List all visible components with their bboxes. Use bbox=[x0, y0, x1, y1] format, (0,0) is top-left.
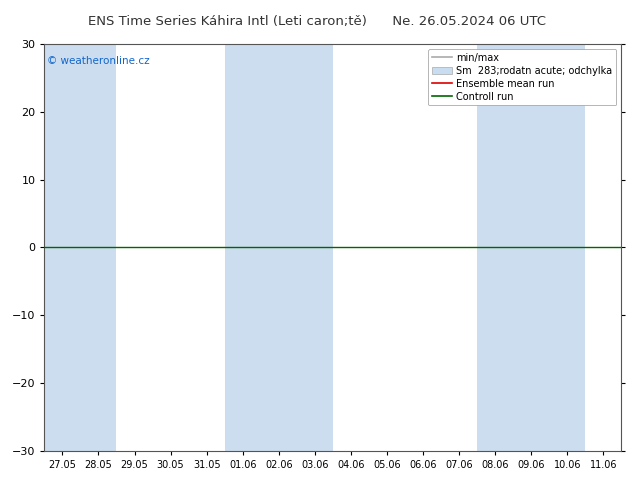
Text: ENS Time Series Káhira Intl (Leti caron;tě)      Ne. 26.05.2024 06 UTC: ENS Time Series Káhira Intl (Leti caron;… bbox=[88, 15, 546, 28]
Text: © weatheronline.cz: © weatheronline.cz bbox=[48, 56, 150, 66]
Bar bbox=[261, 44, 297, 451]
Bar bbox=[81, 44, 117, 451]
Bar bbox=[477, 44, 513, 451]
Bar bbox=[224, 44, 261, 451]
Legend: min/max, Sm  283;rodatn acute; odchylka, Ensemble mean run, Controll run: min/max, Sm 283;rodatn acute; odchylka, … bbox=[428, 49, 616, 105]
Bar bbox=[297, 44, 333, 451]
Bar bbox=[44, 44, 81, 451]
Bar bbox=[513, 44, 549, 451]
Bar bbox=[549, 44, 585, 451]
